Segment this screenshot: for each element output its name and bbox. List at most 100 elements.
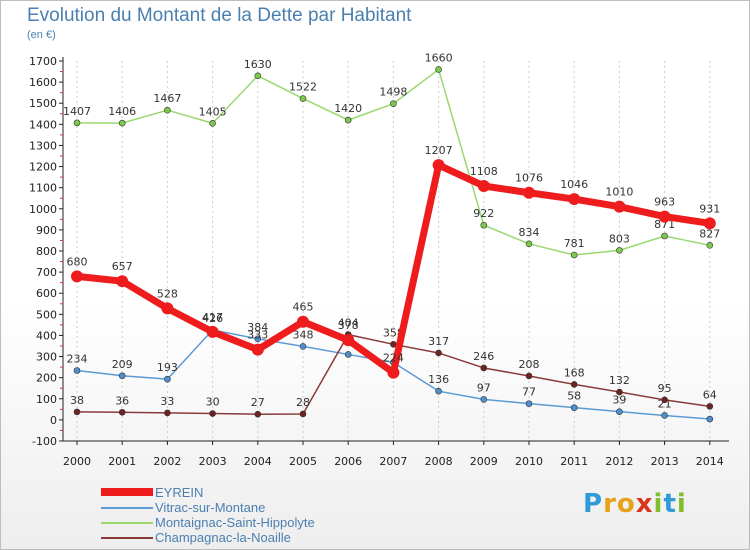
y-tick-label: 1600 (29, 76, 57, 89)
data-point (344, 351, 352, 358)
x-tick-label: 2011 (560, 455, 588, 468)
data-label: 348 (293, 328, 314, 341)
data-label: 871 (654, 218, 675, 231)
data-label: 224 (383, 352, 404, 365)
legend-label-montaignac: Montaignac-Saint-Hippolyte (155, 515, 315, 530)
data-label: 963 (654, 196, 675, 209)
x-tick-label: 2006 (334, 455, 362, 468)
data-point (164, 375, 171, 383)
x-tick-label: 2001 (108, 455, 136, 468)
data-point (73, 119, 81, 127)
legend-label-eyrein: EYREIN (155, 485, 204, 500)
data-point (299, 343, 307, 350)
data-point (299, 410, 307, 418)
logo-letter: o (616, 489, 636, 519)
data-point (613, 200, 626, 213)
data-label: 38 (70, 394, 84, 407)
x-tick-label: 2003 (199, 455, 227, 468)
data-label: 246 (473, 350, 494, 363)
data-label: 834 (519, 226, 540, 239)
x-tick-label: 2002 (153, 455, 181, 468)
chart-title: Evolution du Montant de la Dette par Hab… (27, 5, 412, 26)
y-tick-label: 500 (36, 308, 57, 321)
data-label: 1420 (334, 102, 362, 115)
data-label: 208 (519, 358, 540, 371)
logo-letter: P (583, 489, 604, 519)
y-tick-label: 300 (36, 351, 57, 364)
data-label: 1498 (379, 86, 407, 99)
data-label: 417 (202, 311, 223, 324)
data-point (480, 221, 488, 229)
data-point (209, 410, 216, 417)
data-point (344, 116, 352, 124)
data-point (703, 217, 716, 230)
logo-letter: r (603, 489, 617, 519)
y-tick-label: 700 (36, 266, 57, 279)
y-tick-label: 0 (50, 414, 57, 427)
legend-swatch-montaignac (101, 522, 153, 524)
data-label: 136 (428, 373, 449, 386)
data-point (706, 415, 714, 423)
data-point (616, 408, 623, 415)
logo-letter: i (676, 489, 687, 519)
data-point (661, 396, 668, 404)
data-point (525, 400, 533, 407)
x-tick-label: 2007 (379, 455, 407, 468)
y-tick-label: 1400 (29, 118, 57, 131)
data-label: 1630 (244, 58, 272, 71)
data-point (251, 343, 264, 356)
data-point (206, 325, 219, 338)
data-label: 168 (564, 366, 585, 379)
data-point (477, 179, 490, 192)
legend-item-vitrac: Vitrac-sur-Montane (101, 500, 401, 515)
legend-label-champagnac: Champagnac-la-Noaille (155, 530, 291, 545)
data-label: 657 (112, 260, 133, 273)
legend-swatch-champagnac (101, 537, 153, 539)
data-label: 64 (703, 388, 717, 401)
data-point (297, 315, 309, 328)
data-label: 97 (477, 381, 491, 394)
data-label: 827 (699, 227, 720, 240)
data-point (435, 349, 442, 357)
logo-letter: x (635, 489, 654, 519)
data-point (161, 302, 174, 315)
data-label: 378 (338, 319, 359, 332)
data-point (254, 72, 262, 80)
data-point (525, 240, 533, 248)
data-label: 77 (522, 386, 536, 399)
data-point (570, 404, 578, 411)
data-label: 95 (658, 382, 672, 395)
x-tick-label: 2004 (244, 455, 272, 468)
logo-letter: t (663, 489, 677, 519)
legend-label-vitrac: Vitrac-sur-Montane (155, 500, 266, 515)
data-label: 1406 (108, 105, 136, 118)
x-tick-label: 2005 (289, 455, 317, 468)
data-label: 1405 (199, 105, 227, 118)
data-point (254, 410, 262, 418)
data-point (525, 372, 533, 380)
data-label: 1207 (425, 144, 453, 157)
data-point (568, 193, 581, 206)
x-tick-label: 2013 (651, 455, 679, 468)
x-tick-label: 2014 (696, 455, 724, 468)
data-point (73, 367, 81, 374)
data-point (661, 412, 668, 419)
data-point (342, 334, 355, 347)
data-label: 30 (206, 396, 220, 409)
data-point (616, 388, 623, 396)
x-tick-label: 2000 (63, 455, 91, 468)
y-tick-label: 800 (36, 245, 57, 258)
data-point (73, 408, 81, 416)
data-label: 426 (202, 312, 223, 325)
y-tick-label: -100 (32, 435, 57, 448)
data-label: 1108 (470, 165, 498, 178)
logo-letter: i (653, 489, 664, 519)
data-label: 781 (564, 237, 585, 250)
data-label: 36 (115, 394, 129, 407)
data-point (116, 275, 129, 288)
data-point (432, 159, 445, 172)
chart-legend: EYREIN Vitrac-sur-Montane Montaignac-Sai… (101, 485, 401, 545)
y-tick-label: 900 (36, 224, 57, 237)
